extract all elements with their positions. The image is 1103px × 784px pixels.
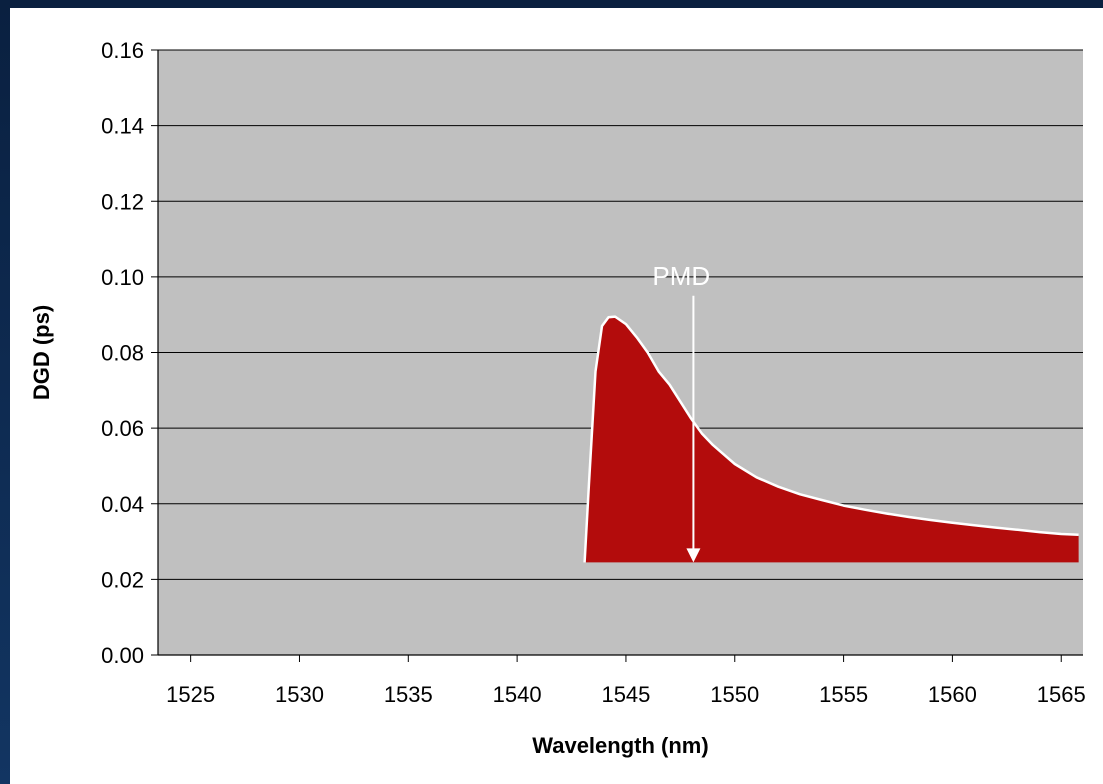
y-tick-label: 0.06 [101,416,144,441]
y-tick-labels: 0.00 0.02 0.04 0.06 0.08 0.10 0.12 0.14 0.16 [101,38,144,668]
x-tick-label: 1545 [601,682,650,707]
y-tick-label: 0.00 [101,643,144,668]
y-tick-label: 0.04 [101,492,144,517]
y-tick-label: 0.12 [101,189,144,214]
pmd-annotation: PMD [652,261,710,563]
x-tick-labels: 1525 1530 1535 1540 1545 1550 1555 1560 1565 [166,682,1086,707]
y-tick-label: 0.16 [101,38,144,63]
y-tick-label: 0.08 [101,341,144,366]
pmd-arrow-head [686,548,701,563]
x-axis-title: Wavelength (nm) [532,733,708,758]
x-tick-label: 1550 [710,682,759,707]
x-tick-label: 1565 [1037,682,1086,707]
axes [151,49,1083,662]
x-tick-label: 1535 [384,682,433,707]
x-tick-label: 1540 [493,682,542,707]
dgd-area [583,315,1079,563]
x-tick-label: 1530 [275,682,324,707]
area-fill [584,316,1079,563]
y-tick-label: 0.14 [101,114,144,139]
x-tick-label: 1525 [166,682,215,707]
dgd-curve [583,315,1079,563]
y-tick-label: 0.10 [101,265,144,290]
x-tick-label: 1555 [819,682,868,707]
x-tick-label: 1560 [928,682,977,707]
pmd-label: PMD [652,261,710,291]
y-axis-title: DGD (ps) [29,305,54,400]
y-tick-label: 0.02 [101,567,144,592]
